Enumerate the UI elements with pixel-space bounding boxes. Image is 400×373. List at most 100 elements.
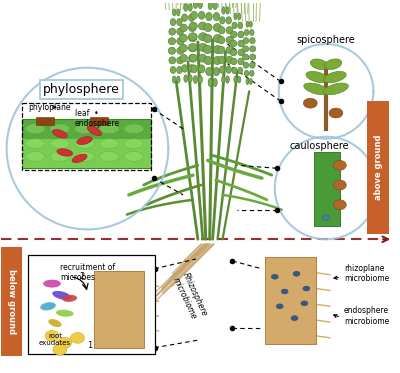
- Ellipse shape: [189, 54, 197, 62]
- Ellipse shape: [204, 56, 212, 65]
- Ellipse shape: [179, 34, 188, 42]
- Ellipse shape: [243, 38, 249, 44]
- Ellipse shape: [193, 76, 198, 84]
- FancyBboxPatch shape: [1, 247, 22, 355]
- Ellipse shape: [306, 72, 328, 83]
- Ellipse shape: [198, 33, 208, 41]
- Ellipse shape: [50, 139, 70, 148]
- Ellipse shape: [231, 31, 237, 38]
- Ellipse shape: [124, 151, 144, 162]
- Ellipse shape: [50, 151, 70, 162]
- Ellipse shape: [188, 43, 197, 51]
- Ellipse shape: [291, 316, 298, 321]
- Text: 1: 1: [87, 341, 92, 350]
- Ellipse shape: [222, 76, 225, 83]
- Ellipse shape: [243, 62, 249, 68]
- Ellipse shape: [334, 200, 346, 210]
- Ellipse shape: [226, 56, 233, 63]
- Ellipse shape: [213, 1, 217, 10]
- Ellipse shape: [206, 68, 212, 76]
- Ellipse shape: [213, 78, 217, 87]
- Ellipse shape: [324, 59, 342, 69]
- Ellipse shape: [43, 280, 61, 288]
- Ellipse shape: [52, 291, 72, 300]
- Ellipse shape: [226, 26, 233, 34]
- Ellipse shape: [249, 21, 252, 27]
- Ellipse shape: [168, 38, 176, 45]
- Ellipse shape: [188, 33, 197, 41]
- Ellipse shape: [226, 76, 229, 83]
- Ellipse shape: [242, 46, 249, 52]
- Ellipse shape: [324, 83, 348, 95]
- Ellipse shape: [238, 49, 245, 56]
- Ellipse shape: [213, 46, 222, 54]
- Text: rhizoplane
microbiome: rhizoplane microbiome: [334, 264, 389, 283]
- Ellipse shape: [75, 151, 94, 162]
- Text: phyloplane: phyloplane: [28, 103, 71, 112]
- Ellipse shape: [250, 54, 256, 60]
- Ellipse shape: [188, 14, 194, 22]
- Ellipse shape: [189, 22, 197, 30]
- Ellipse shape: [220, 66, 225, 73]
- Ellipse shape: [198, 76, 202, 84]
- Ellipse shape: [198, 11, 205, 19]
- Ellipse shape: [271, 274, 278, 279]
- Ellipse shape: [238, 31, 244, 38]
- Ellipse shape: [198, 43, 208, 51]
- Ellipse shape: [206, 12, 212, 21]
- Ellipse shape: [188, 54, 196, 62]
- Text: 2: 2: [79, 272, 84, 281]
- Ellipse shape: [238, 40, 245, 47]
- Ellipse shape: [188, 75, 192, 82]
- Ellipse shape: [238, 58, 244, 65]
- Ellipse shape: [176, 66, 182, 73]
- Ellipse shape: [213, 68, 220, 76]
- Ellipse shape: [238, 67, 243, 74]
- Ellipse shape: [75, 139, 94, 148]
- Ellipse shape: [310, 59, 328, 69]
- Ellipse shape: [71, 332, 84, 343]
- FancyBboxPatch shape: [368, 101, 389, 234]
- Text: leaf  •
endosphere: leaf • endosphere: [75, 109, 120, 129]
- Ellipse shape: [231, 58, 237, 65]
- Ellipse shape: [172, 76, 176, 83]
- Ellipse shape: [238, 22, 243, 29]
- Ellipse shape: [124, 139, 144, 148]
- Ellipse shape: [230, 40, 237, 47]
- Ellipse shape: [191, 65, 198, 73]
- Ellipse shape: [238, 13, 241, 20]
- Ellipse shape: [226, 37, 234, 44]
- Ellipse shape: [176, 19, 182, 26]
- Ellipse shape: [244, 29, 249, 35]
- Ellipse shape: [99, 151, 119, 162]
- Ellipse shape: [246, 78, 249, 85]
- Ellipse shape: [232, 67, 237, 74]
- Ellipse shape: [324, 72, 346, 83]
- Ellipse shape: [45, 330, 59, 341]
- FancyBboxPatch shape: [22, 139, 150, 168]
- Ellipse shape: [304, 83, 329, 95]
- Ellipse shape: [52, 129, 67, 138]
- Ellipse shape: [99, 139, 119, 148]
- Ellipse shape: [329, 108, 343, 118]
- Ellipse shape: [40, 302, 56, 310]
- Ellipse shape: [58, 337, 72, 348]
- Ellipse shape: [179, 44, 188, 52]
- Ellipse shape: [170, 66, 176, 73]
- Ellipse shape: [218, 26, 225, 34]
- Ellipse shape: [193, 1, 198, 9]
- Ellipse shape: [220, 17, 225, 24]
- Ellipse shape: [25, 139, 45, 148]
- Ellipse shape: [168, 47, 176, 54]
- Ellipse shape: [189, 34, 197, 42]
- Ellipse shape: [188, 4, 192, 11]
- Ellipse shape: [184, 75, 188, 82]
- FancyBboxPatch shape: [314, 153, 340, 226]
- FancyBboxPatch shape: [94, 271, 144, 348]
- Ellipse shape: [176, 9, 180, 16]
- Ellipse shape: [238, 76, 241, 83]
- Ellipse shape: [77, 137, 92, 145]
- Ellipse shape: [293, 271, 300, 276]
- Ellipse shape: [25, 124, 45, 134]
- Text: below ground: below ground: [7, 269, 16, 334]
